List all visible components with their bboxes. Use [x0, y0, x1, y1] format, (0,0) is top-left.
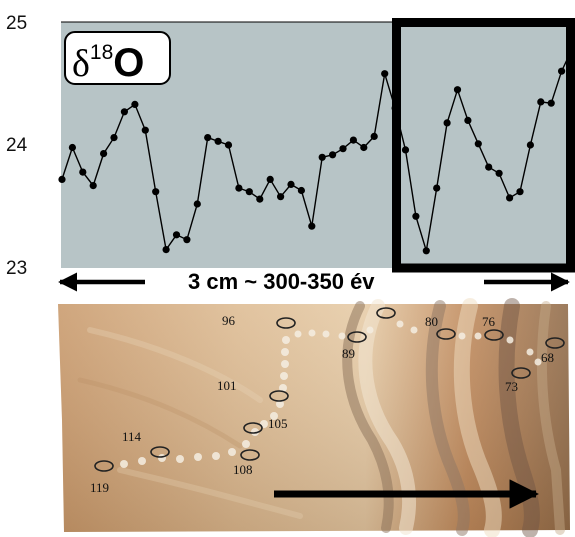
data-point — [381, 70, 389, 78]
chart-title: δ18O — [72, 41, 144, 85]
data-point — [516, 188, 524, 196]
sample-label-89: 89 — [342, 346, 355, 361]
highlight-box — [392, 18, 575, 273]
data-point — [183, 236, 191, 244]
data-point — [89, 182, 97, 190]
data-point — [360, 143, 368, 152]
y-tick-23: 23 — [6, 258, 27, 279]
data-point — [297, 186, 305, 195]
data-point — [287, 180, 295, 188]
span-label: 3 cm ~ 300-350 év — [188, 269, 375, 294]
data-point — [266, 175, 274, 183]
data-point — [152, 188, 160, 196]
data-point — [526, 141, 535, 149]
sample-spot-119 — [94, 460, 114, 472]
sample-label-76: 76 — [482, 314, 496, 329]
data-point — [433, 184, 441, 192]
y-tick-24: 24 — [6, 135, 28, 156]
series-line — [61, 48, 573, 252]
sample-label-101: 101 — [217, 378, 237, 393]
data-series — [58, 45, 575, 255]
title-symbol: δ — [72, 43, 90, 85]
data-point — [204, 134, 212, 142]
sample-spot-96 — [276, 317, 296, 329]
data-point — [547, 99, 555, 107]
data-point — [172, 231, 181, 239]
data-point — [537, 98, 545, 106]
stalagmite-specimen-photo: 96 89 80 76 68 73 101 105 114 108 119 — [58, 298, 570, 537]
data-point — [485, 163, 493, 171]
data-point — [162, 246, 170, 254]
data-point — [329, 151, 337, 159]
data-point — [506, 194, 514, 202]
sample-spot-76 — [484, 329, 504, 341]
sample-spot-108 — [240, 449, 260, 461]
data-point — [58, 175, 66, 183]
sample-label-68: 68 — [541, 350, 554, 365]
data-point — [68, 143, 76, 152]
title-element: O — [113, 41, 144, 85]
data-point — [110, 134, 118, 142]
y-tick-25: 25 — [6, 13, 27, 34]
data-point — [100, 150, 108, 158]
data-point — [443, 119, 451, 127]
sample-label-73: 73 — [505, 379, 518, 394]
sample-label-96: 96 — [222, 313, 236, 328]
data-point — [558, 67, 566, 75]
data-point — [120, 108, 128, 116]
data-point — [422, 247, 430, 255]
sample-spot-80-a — [376, 307, 396, 319]
data-point — [245, 188, 253, 196]
data-point — [464, 116, 472, 124]
sample-spot-68 — [545, 337, 565, 349]
sample-label-80: 80 — [425, 314, 438, 329]
data-point — [339, 145, 347, 153]
data-point — [214, 137, 222, 145]
data-point — [349, 136, 357, 144]
sample-label-108: 108 — [233, 462, 253, 477]
sample-spot-73 — [511, 367, 531, 379]
title-box — [64, 31, 171, 85]
data-point — [474, 140, 482, 148]
data-point — [131, 100, 139, 108]
data-point — [495, 169, 503, 177]
sample-spot-80-b — [436, 328, 456, 340]
data-point — [308, 222, 316, 230]
sample-label-114: 114 — [122, 429, 142, 444]
data-point — [224, 141, 233, 149]
data-point — [256, 195, 264, 203]
sample-label-105: 105 — [268, 416, 288, 431]
data-point — [401, 146, 410, 154]
data-point — [235, 184, 243, 192]
title-superscript: 18 — [90, 41, 113, 64]
data-point — [412, 212, 420, 220]
data-point — [141, 126, 149, 134]
sample-spot-89 — [347, 331, 367, 343]
sample-spot-114 — [150, 446, 170, 458]
sample-spot-105 — [243, 422, 263, 434]
data-point — [318, 153, 326, 161]
sample-spot-101 — [269, 390, 289, 402]
data-point — [79, 168, 87, 176]
data-point — [277, 193, 285, 201]
data-point — [453, 86, 462, 94]
sample-label-119: 119 — [90, 480, 109, 495]
data-point — [370, 132, 378, 140]
data-point — [193, 200, 201, 208]
